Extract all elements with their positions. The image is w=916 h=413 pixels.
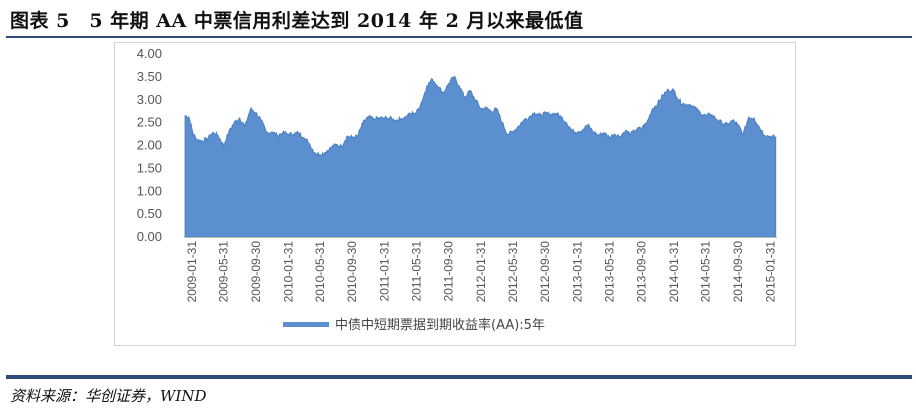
y-tick-label: 0.50 [137, 206, 162, 221]
x-tick-label: 2012-05-31 [506, 241, 520, 303]
x-tick-label: 2009-09-30 [249, 241, 263, 303]
y-tick-label: 4.00 [137, 46, 162, 61]
x-axis-tick-labels: 2009-01-31 2009-05-31 2009-09-30 2010-01-31… [185, 241, 778, 303]
x-tick-label: 2014-09-30 [731, 241, 745, 303]
x-tick-label: 2013-09-30 [635, 241, 649, 303]
area-chart: 0.00 0.50 1.00 1.50 2.00 2.50 3.00 3.50 4.00 200… [137, 46, 778, 333]
x-tick-label: 2010-05-31 [313, 241, 327, 303]
x-tick-label: 2013-01-31 [571, 241, 585, 303]
series-area-group [184, 75, 777, 238]
x-tick-label: 2012-09-30 [538, 241, 552, 303]
y-tick-label: 1.00 [137, 183, 162, 198]
x-tick-label: 2009-05-31 [217, 241, 231, 303]
footer-rule [6, 375, 912, 379]
title-rule [6, 36, 912, 38]
x-tick-label: 2010-01-31 [281, 241, 295, 303]
x-tick-label: 2014-01-31 [667, 241, 681, 303]
y-axis-ticks: 0.00 0.50 1.00 1.50 2.00 2.50 3.00 3.50 4.00 [137, 46, 162, 244]
x-tick-label: 2011-01-31 [378, 241, 392, 302]
series-area-yield-aa-5y [184, 75, 777, 238]
figure-title: 图表 5 5 年期 AA 中票信用利差达到 2014 年 2 月以来最低值 [10, 10, 584, 32]
y-tick-label: 3.50 [137, 69, 162, 84]
legend-label: 中债中短期票据到期收益率(AA):5年 [335, 317, 545, 333]
legend: 中债中短期票据到期收益率(AA):5年 [283, 317, 545, 333]
chart-frame: 0.00 0.50 1.00 1.50 2.00 2.50 3.00 3.50 4.00 200… [114, 42, 796, 346]
y-tick-label: 1.50 [137, 160, 162, 175]
y-tick-label: 2.50 [137, 115, 162, 130]
legend-swatch [283, 322, 329, 327]
x-tick-label: 2012-01-31 [474, 241, 488, 303]
source-note: 资料来源：华创证券，WIND [10, 387, 207, 405]
x-tick-label: 2014-05-31 [699, 241, 713, 303]
y-tick-label: 3.00 [137, 92, 162, 107]
x-tick-label: 2015-01-31 [763, 241, 777, 303]
x-tick-label: 2009-01-31 [185, 241, 199, 303]
x-tick-label: 2010-09-30 [345, 241, 359, 303]
y-tick-label: 0.00 [137, 229, 162, 244]
x-tick-label: 2013-05-31 [602, 241, 616, 303]
y-tick-label: 2.00 [137, 138, 162, 153]
x-tick-label: 2011-09-30 [442, 241, 456, 302]
x-tick-label: 2011-05-31 [409, 241, 423, 302]
